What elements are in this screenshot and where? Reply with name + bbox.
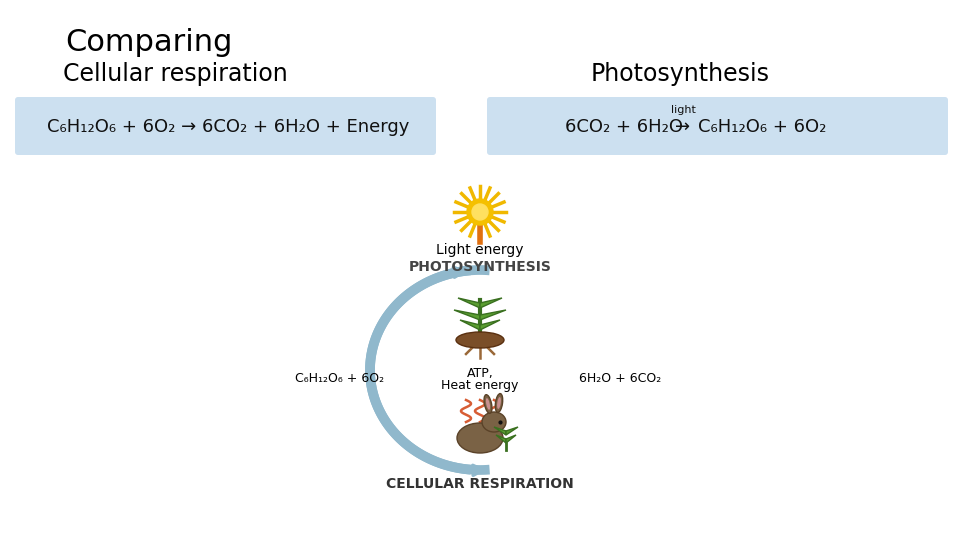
Text: 6H₂O + 6CO₂: 6H₂O + 6CO₂ — [579, 372, 661, 384]
Ellipse shape — [484, 395, 492, 413]
Text: PHOTOSYNTHESIS: PHOTOSYNTHESIS — [409, 260, 551, 274]
Polygon shape — [460, 320, 480, 330]
Circle shape — [467, 199, 493, 225]
Ellipse shape — [457, 423, 503, 453]
Text: Photosynthesis: Photosynthesis — [590, 62, 770, 86]
Polygon shape — [454, 310, 480, 320]
Text: 6CO₂ + 6H₂O: 6CO₂ + 6H₂O — [565, 118, 683, 136]
FancyBboxPatch shape — [15, 97, 436, 155]
Polygon shape — [496, 435, 506, 443]
Ellipse shape — [495, 394, 503, 413]
FancyBboxPatch shape — [487, 97, 948, 155]
Circle shape — [472, 204, 488, 220]
Text: C₆H₁₂O₆ + 6O₂: C₆H₁₂O₆ + 6O₂ — [698, 118, 827, 136]
Polygon shape — [506, 435, 516, 443]
Text: C₆H₁₂O₆ + 6O₂: C₆H₁₂O₆ + 6O₂ — [296, 372, 385, 384]
Text: Heat energy: Heat energy — [442, 380, 518, 393]
Polygon shape — [480, 310, 506, 320]
Text: C₆H₁₂O₆ + 6O₂ → 6CO₂ + 6H₂O + Energy: C₆H₁₂O₆ + 6O₂ → 6CO₂ + 6H₂O + Energy — [47, 118, 409, 136]
Ellipse shape — [482, 412, 506, 432]
Polygon shape — [494, 427, 506, 435]
Text: light: light — [671, 105, 695, 115]
Text: Comparing: Comparing — [65, 28, 232, 57]
Polygon shape — [458, 298, 480, 308]
Text: Light energy: Light energy — [436, 243, 524, 257]
Text: ATP,: ATP, — [467, 368, 493, 381]
Polygon shape — [506, 427, 518, 435]
Polygon shape — [480, 298, 502, 308]
Ellipse shape — [497, 397, 501, 409]
Polygon shape — [480, 320, 500, 330]
Text: Cellular respiration: Cellular respiration — [62, 62, 287, 86]
Ellipse shape — [486, 398, 491, 410]
Ellipse shape — [456, 332, 504, 348]
Text: CELLULAR RESPIRATION: CELLULAR RESPIRATION — [386, 477, 574, 491]
Text: →: → — [676, 118, 690, 136]
